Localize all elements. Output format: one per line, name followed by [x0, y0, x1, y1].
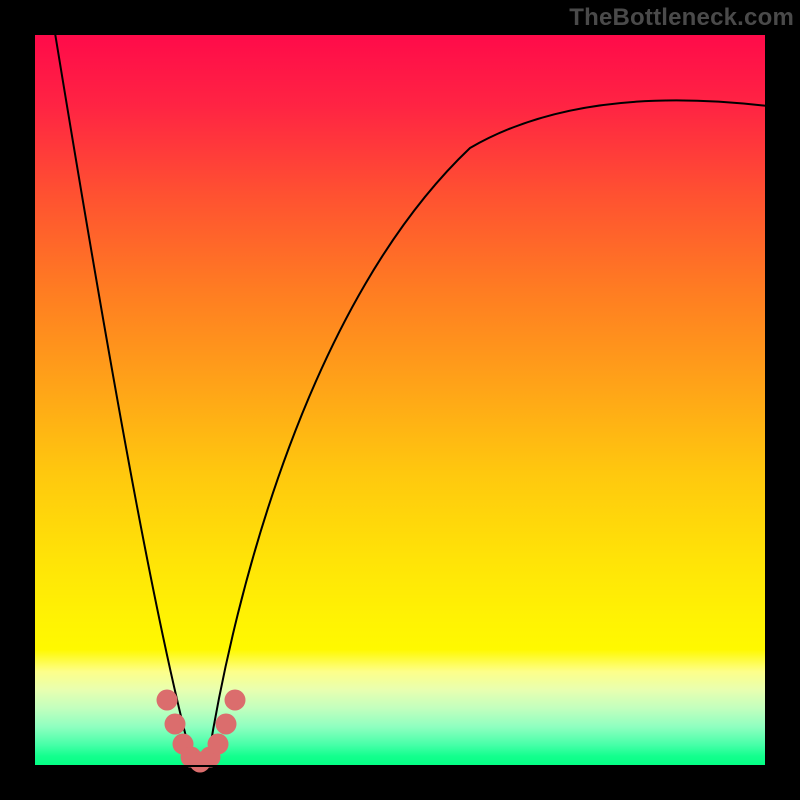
plot-frame: [33, 33, 767, 767]
watermark-text: TheBottleneck.com: [569, 4, 794, 32]
stage: TheBottleneck.com: [0, 0, 800, 800]
